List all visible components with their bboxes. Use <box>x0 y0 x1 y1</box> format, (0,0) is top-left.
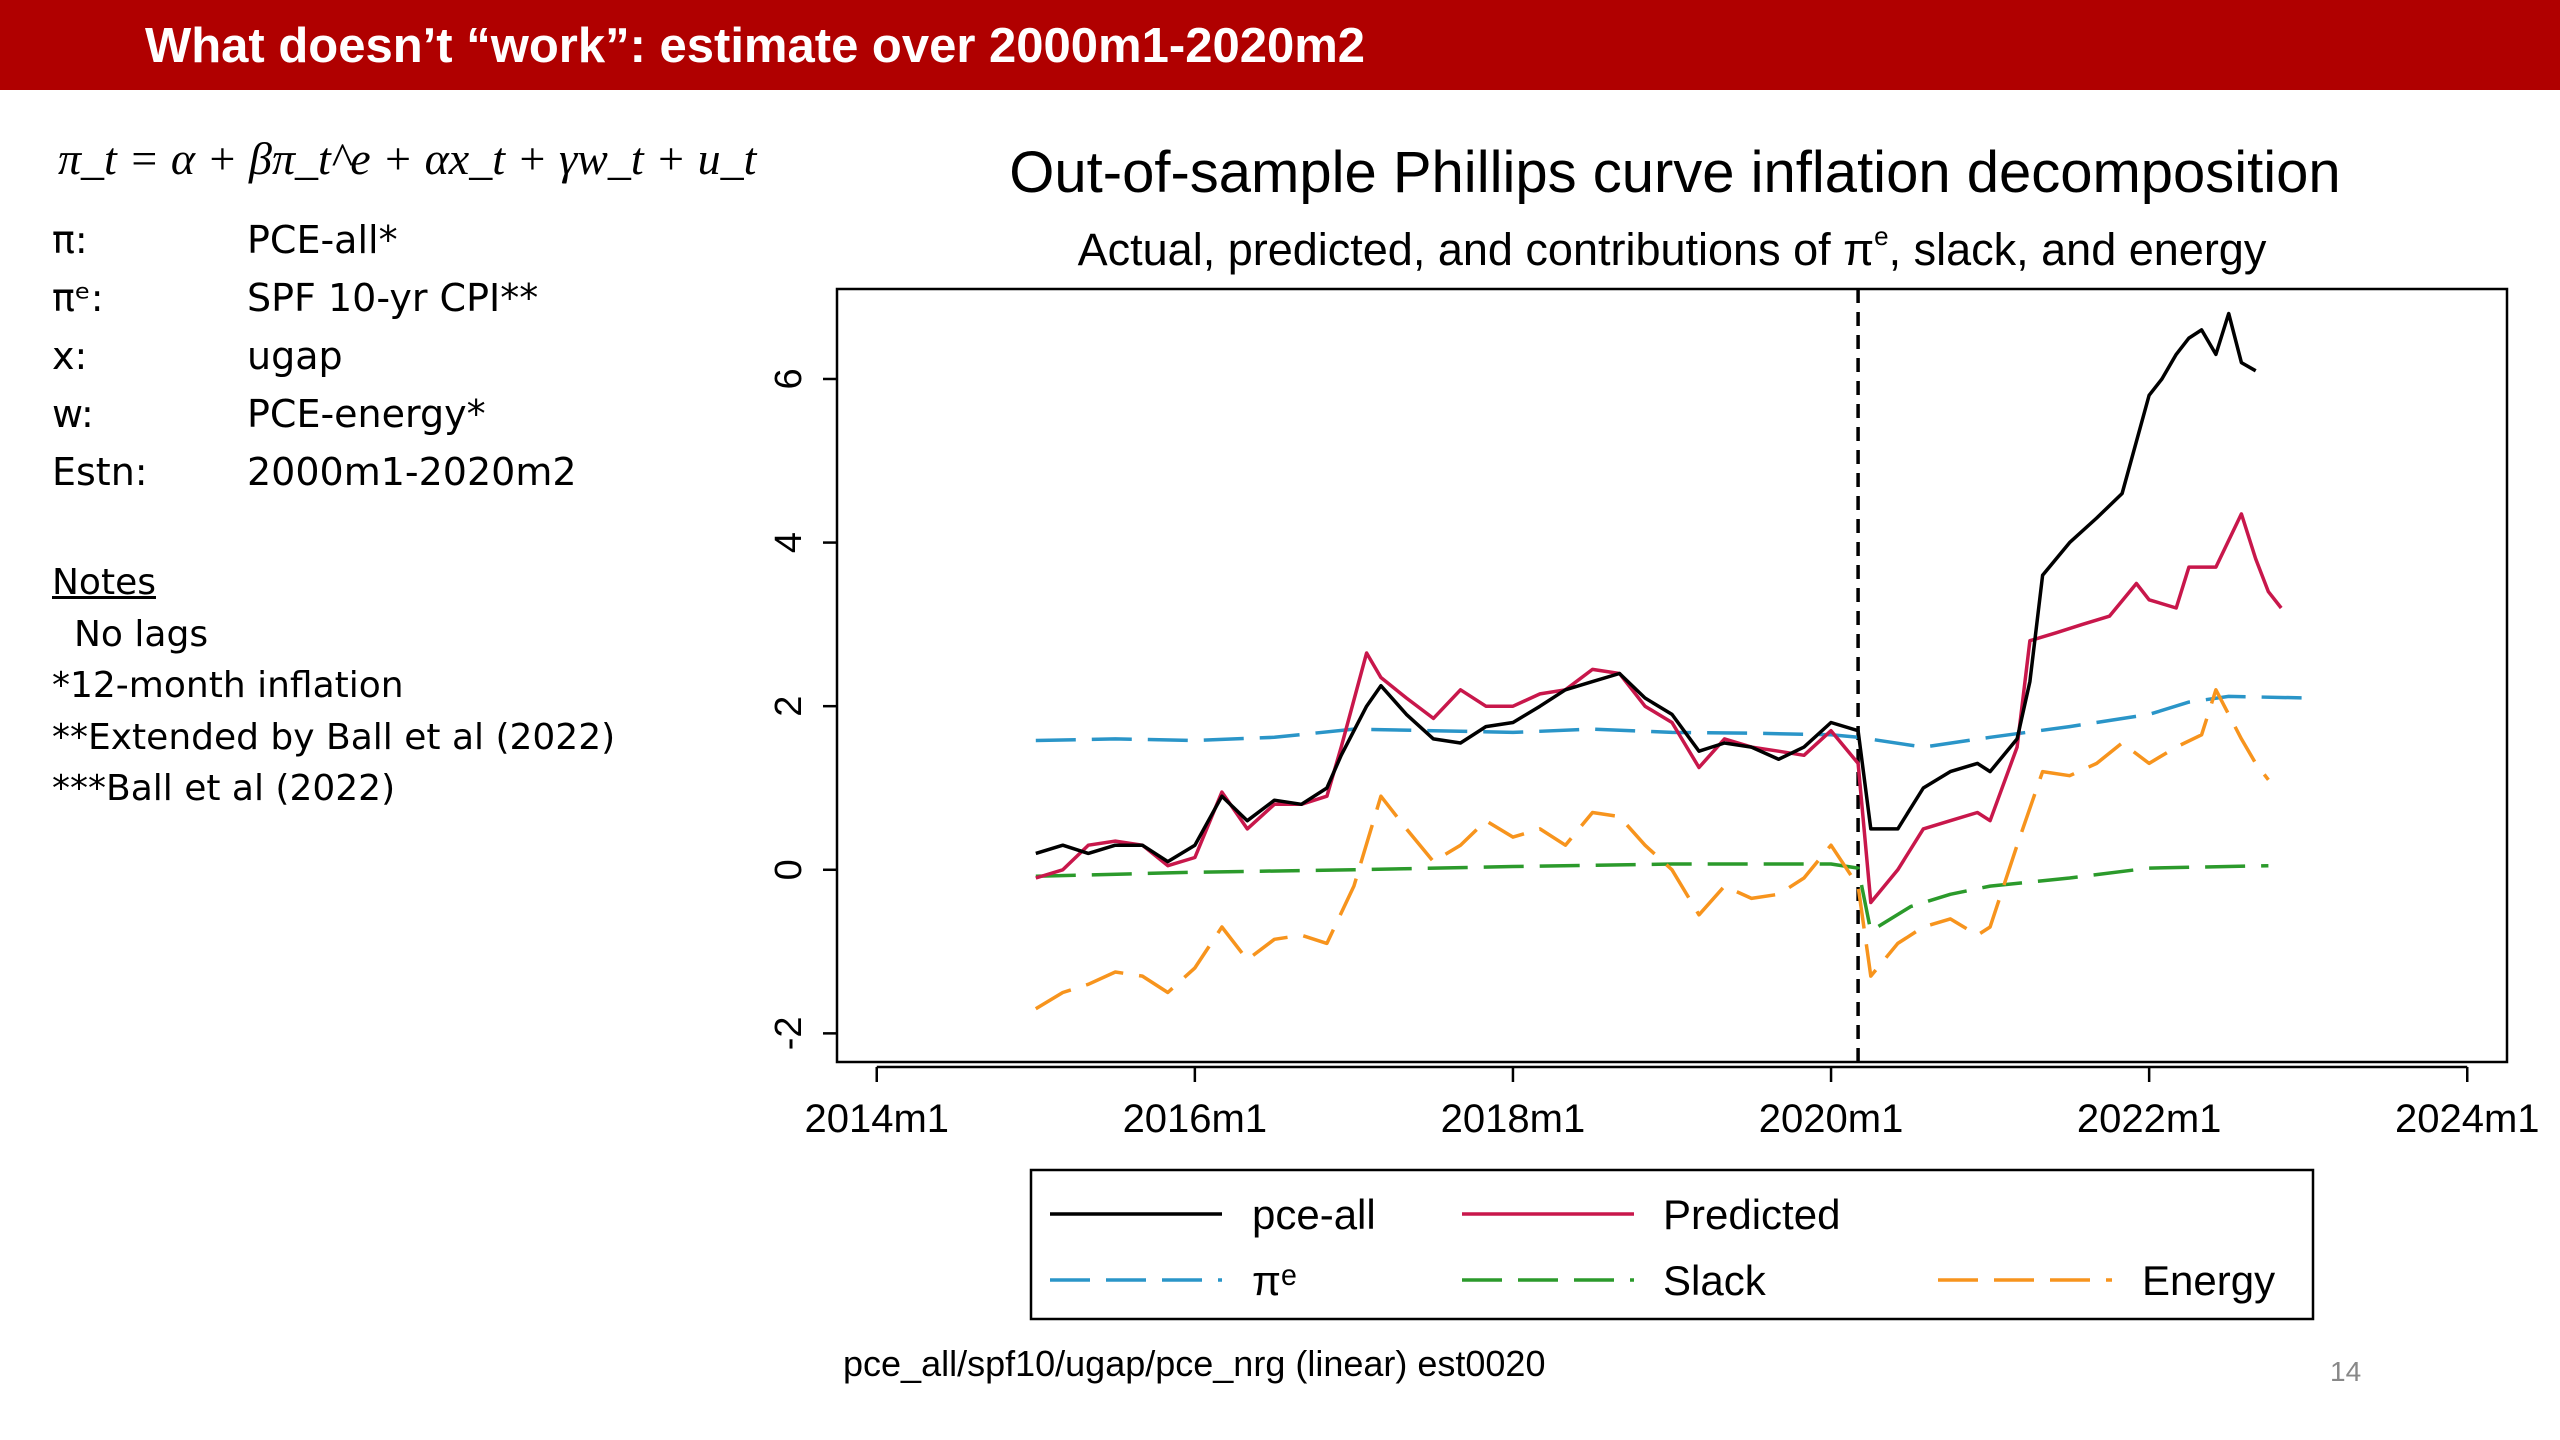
x-tick-label: 2020m1 <box>1759 1097 1904 1141</box>
y-tick-label: 2 <box>768 696 810 717</box>
series-line-0 <box>1035 311 2257 864</box>
legend-label: Slack <box>1663 1257 1767 1304</box>
series-line-3 <box>1035 862 2269 933</box>
equation-text: π_t = α + βπ_t^e + αx_t + γw_t + u_t <box>58 133 757 184</box>
chart-subtitle: Actual, predicted, and contributions of … <box>1078 221 2267 275</box>
legend-label: pce-all <box>1252 1191 1376 1238</box>
def-value: SPF 10-yr CPI** <box>247 276 539 320</box>
note-line: ***Ball et al (2022) <box>52 768 396 809</box>
y-tick-label: 4 <box>768 532 810 553</box>
x-tick-label: 2024m1 <box>2395 1097 2540 1141</box>
y-tick-label: 0 <box>768 859 810 880</box>
note-line: *12-month inflation <box>52 665 404 706</box>
page-number: 14 <box>2330 1356 2362 1387</box>
def-symbol: Estn: <box>52 450 148 494</box>
def-symbol: x: <box>52 334 88 378</box>
def-value: 2000m1-2020m2 <box>247 450 577 494</box>
legend-item-pi-e: πᵉ <box>1050 1257 1297 1304</box>
def-value: PCE-all* <box>247 218 398 262</box>
chart-series <box>1034 311 2309 1011</box>
x-tick-label: 2016m1 <box>1123 1097 1268 1141</box>
title-banner: What doesn’t “work”: estimate over 2000m… <box>0 0 2560 90</box>
def-symbol: π: <box>52 218 88 262</box>
y-axis: -2 0 2 4 6 <box>768 368 837 1050</box>
chart-footnote: pce_all/spf10/ugap/pce_nrg (linear) est0… <box>843 1343 1545 1384</box>
chart-subtitle-sup: e <box>1874 221 1888 251</box>
series-line-2 <box>1035 694 2309 749</box>
legend-item-slack: Slack <box>1462 1257 1767 1304</box>
plot-area <box>835 287 2509 1064</box>
x-tick-label: 2018m1 <box>1441 1097 1586 1141</box>
def-symbol: w: <box>52 392 94 436</box>
legend <box>1029 1168 2315 1321</box>
x-axis: 2014m1 2016m1 2018m1 2020m1 2022m1 2024m1 <box>804 1065 2540 1141</box>
def-value: PCE-energy* <box>247 392 486 436</box>
y-tick-label: -2 <box>768 1016 810 1050</box>
chart-subtitle-main: Actual, predicted, and contributions of … <box>1078 224 1875 275</box>
y-tick-label: 6 <box>768 368 810 389</box>
legend-label: Predicted <box>1663 1191 1840 1238</box>
x-tick-label: 2014m1 <box>804 1097 949 1141</box>
legend-label: Energy <box>2142 1257 2275 1304</box>
def-value: ugap <box>247 334 343 378</box>
x-tick-label: 2022m1 <box>2077 1097 2222 1141</box>
legend-item-predicted: Predicted <box>1462 1191 1840 1238</box>
note-line: **Extended by Ball et al (2022) <box>52 716 616 758</box>
legend-label: πᵉ <box>1252 1257 1297 1304</box>
notes-block: Notes No lags *12-month inflation **Exte… <box>52 562 615 820</box>
slide-title: What doesn’t “work”: estimate over 2000m… <box>145 19 1366 73</box>
chart-subtitle-tail: , slack, and energy <box>1889 224 2267 275</box>
notes-header: Notes <box>52 562 156 603</box>
def-symbol: πᵉ: <box>52 276 104 320</box>
series-line-1 <box>1035 512 2283 905</box>
series-line-4 <box>1034 688 2270 1011</box>
legend-item-energy: Energy <box>1938 1257 2275 1304</box>
legend-item-pce-all: pce-all <box>1050 1191 1376 1238</box>
note-line: No lags <box>74 613 209 655</box>
model-equation: π_t = α + βπ_t^e + αx_t + γw_t + u_t <box>58 132 756 185</box>
chart-title: Out-of-sample Phillips curve inflation d… <box>1009 140 2340 205</box>
